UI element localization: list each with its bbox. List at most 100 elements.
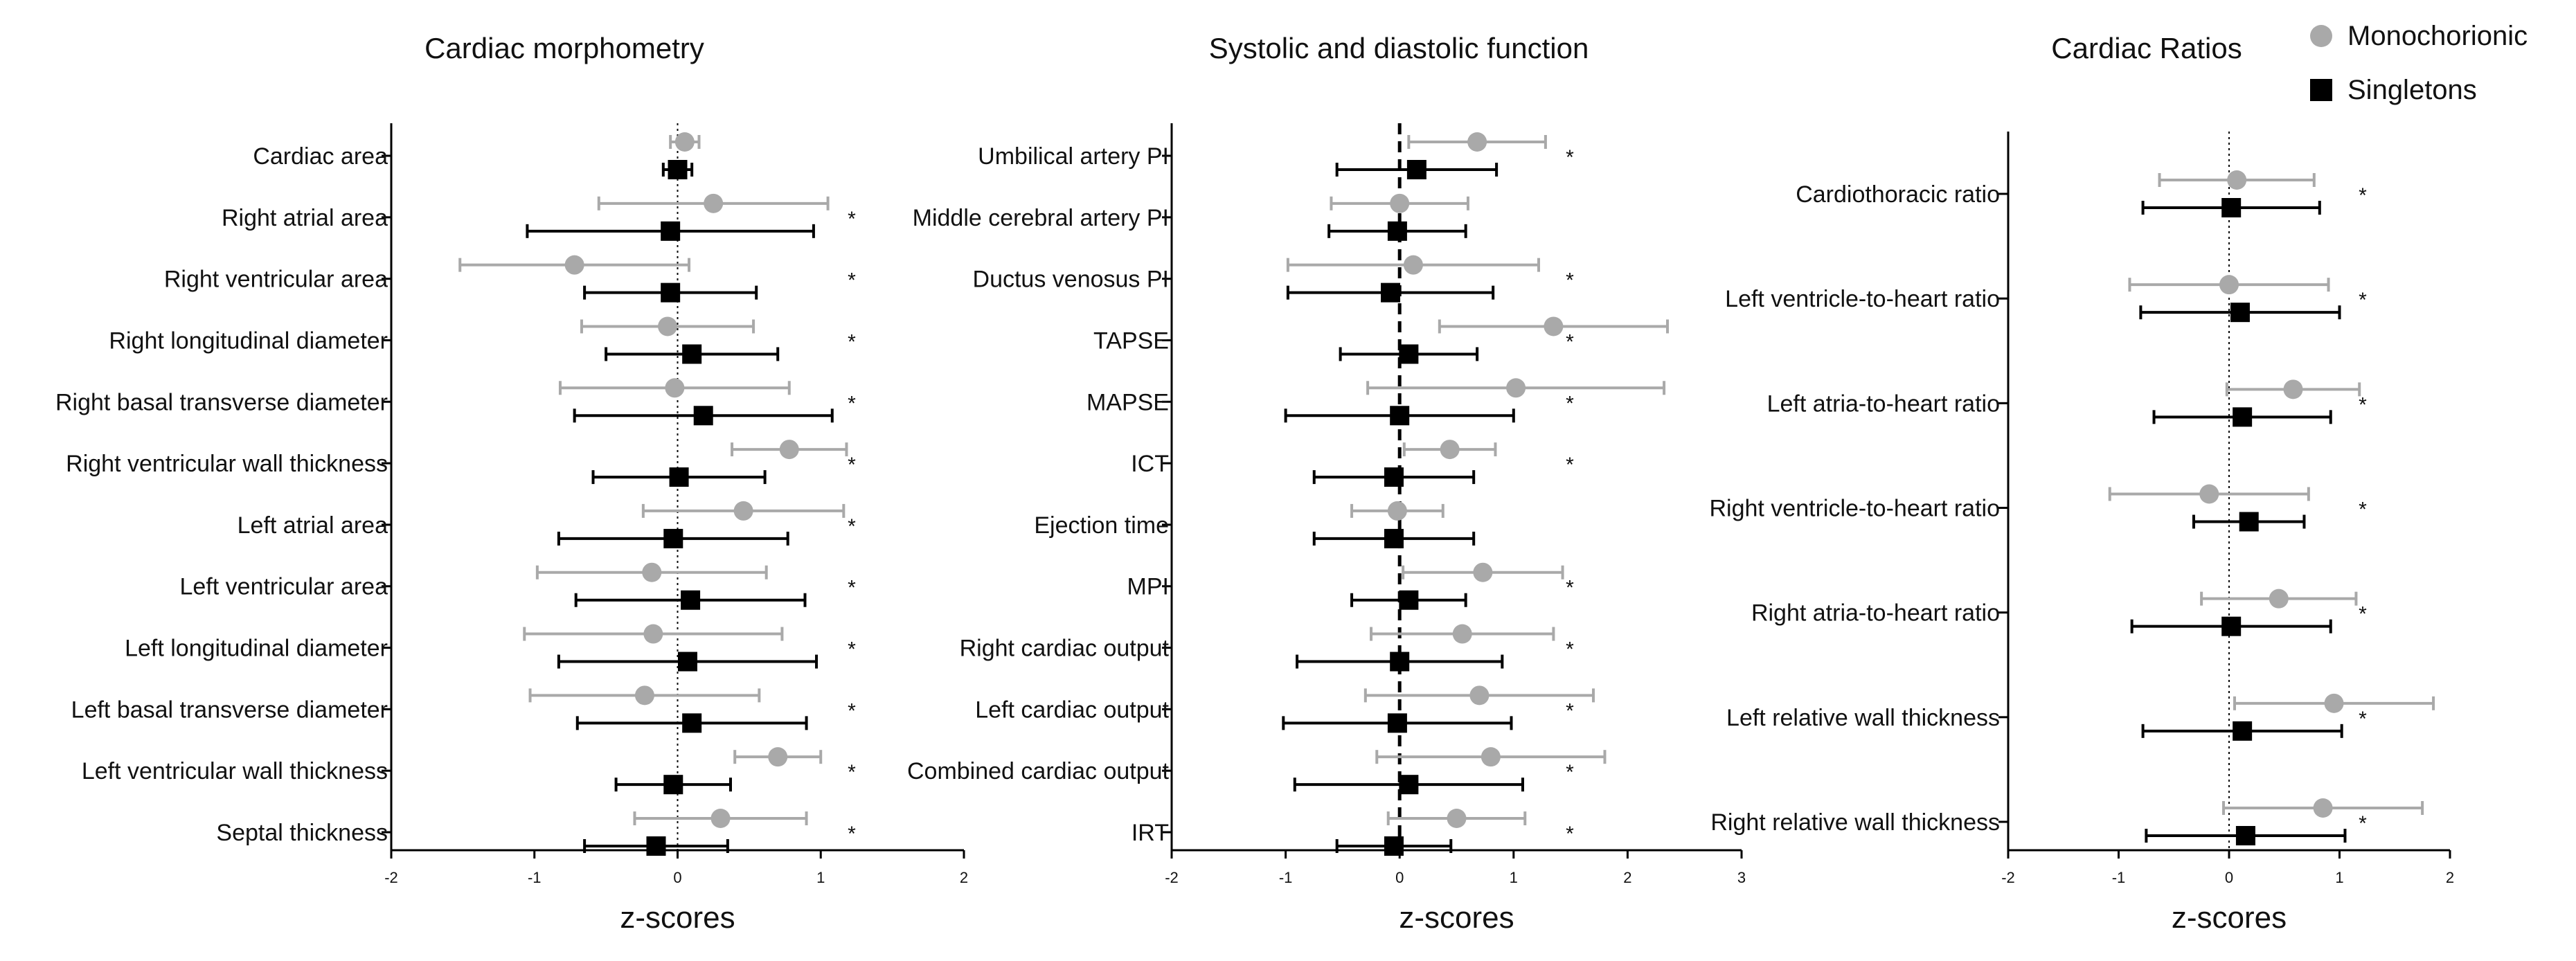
point-singletons (681, 590, 701, 610)
legend: Monochorionic Singletons (2310, 21, 2528, 105)
category-label-cardiac-area: Cardiac area (253, 143, 388, 170)
panel-cardiac-ratios: Cardiac Ratios -2 -1 0 1 2 z-scores Cardiothora… (1709, 32, 2454, 935)
point-singletons (1390, 652, 1410, 672)
category-label-left-longitudinal-diameter: Left longitudinal diameter (125, 636, 388, 662)
point-singletons (668, 160, 688, 179)
panel-cardiac-morphometry: Cardiac morphometry -2 -1 0 1 2 z-scores Cardia… (55, 32, 968, 935)
point-singletons (663, 528, 683, 548)
panel-title: Cardiac morphometry (424, 32, 704, 64)
x-axis-label: z-scores (620, 901, 735, 935)
point-monochorionic (768, 747, 788, 767)
category-label-left-basal-transverse-diameter: Left basal transverse diameter (71, 697, 388, 723)
point-monochorionic (1481, 747, 1501, 767)
point-monochorionic (2283, 379, 2303, 399)
x-tick-label: -1 (1279, 869, 1293, 886)
point-singletons (677, 652, 697, 672)
category-label-left-atrial-area: Left atrial area (238, 512, 388, 539)
category-label-left-cardiac-output: Left cardiac output (975, 697, 1169, 723)
significance-star: * (1566, 146, 1574, 169)
point-singletons (1387, 221, 1407, 241)
point-singletons (1399, 775, 1419, 795)
category-label-umbilical-artery-pi: Umbilical artery PI (978, 143, 1169, 170)
point-monochorionic (1387, 501, 1407, 521)
significance-star: * (848, 392, 856, 415)
point-singletons (693, 406, 713, 426)
x-tick-label: 1 (1510, 869, 1518, 886)
x-tick-label: -1 (528, 869, 542, 886)
point-singletons (1384, 467, 1404, 487)
point-monochorionic (1440, 440, 1460, 460)
category-label-right-longitudinal-diameter: Right longitudinal diameter (109, 327, 388, 354)
significance-star: * (2359, 812, 2367, 835)
significance-star: * (1566, 699, 1574, 722)
point-monochorionic (658, 316, 678, 336)
point-monochorionic (1452, 624, 1472, 644)
point-monochorionic (1506, 378, 1526, 398)
point-monochorionic (642, 562, 662, 582)
point-monochorionic (1469, 685, 1490, 706)
category-label-ductus-venosus-pi: Ductus venosus PI (973, 267, 1169, 293)
x-tick-label: 1 (816, 869, 825, 886)
legend-square-marker (2310, 79, 2332, 101)
point-singletons (1399, 344, 1419, 364)
significance-star: * (1566, 577, 1574, 600)
point-singletons (646, 836, 666, 856)
significance-star: * (1566, 269, 1574, 292)
significance-star: * (2359, 708, 2367, 730)
category-label-septal-thickness: Septal thickness (216, 820, 388, 846)
significance-star: * (848, 515, 856, 538)
point-singletons (682, 713, 702, 733)
x-tick-label: -2 (384, 869, 398, 886)
x-tick-label: 3 (1737, 869, 1746, 886)
significance-star: * (848, 638, 856, 661)
significance-star: * (1566, 638, 1574, 661)
point-monochorionic (733, 501, 753, 521)
significance-star: * (848, 269, 856, 292)
significance-star: * (848, 208, 856, 231)
category-label-right-cardiac-output: Right cardiac output (960, 636, 1170, 662)
legend-label-singletons: Singletons (2347, 75, 2477, 105)
point-singletons (2221, 616, 2242, 636)
significance-star: * (1566, 330, 1574, 353)
point-monochorionic (2219, 275, 2239, 295)
point-singletons (2235, 826, 2255, 845)
category-label-right-atrial-area: Right atrial area (222, 205, 388, 231)
significance-star: * (848, 699, 856, 722)
point-singletons (2233, 721, 2253, 741)
point-monochorionic (2324, 693, 2344, 713)
category-label-right-ventricular-wall-thickness: Right ventricular wall thickness (66, 451, 388, 477)
point-monochorionic (643, 624, 663, 644)
point-monochorionic (2313, 798, 2333, 818)
point-singletons (1384, 836, 1404, 856)
category-label-ict: ICT (1131, 451, 1169, 477)
significance-star: * (848, 453, 856, 476)
x-axis-label: z-scores (1399, 901, 1514, 935)
x-tick-label: 0 (1395, 869, 1404, 886)
category-label-middle-cerebral-artery-pi: Middle cerebral artery PI (913, 205, 1169, 231)
point-singletons (661, 221, 681, 241)
point-monochorionic (665, 378, 685, 398)
panel-title: Cardiac Ratios (2051, 32, 2242, 64)
category-label-right-ventricular-area: Right ventricular area (164, 267, 388, 293)
significance-star: * (1566, 453, 1574, 476)
category-label-mpi: MPI (1127, 574, 1169, 600)
significance-star: * (848, 823, 856, 845)
point-singletons (1387, 713, 1407, 733)
category-label-tapse: TAPSE (1093, 327, 1169, 354)
significance-star: * (1566, 392, 1574, 415)
category-label-irt: IRT (1132, 820, 1169, 846)
significance-star: * (2359, 603, 2367, 626)
point-singletons (682, 344, 702, 364)
x-tick-label: 0 (2225, 869, 2233, 886)
significance-star: * (2359, 184, 2367, 207)
point-monochorionic (2227, 170, 2247, 190)
point-singletons (2239, 512, 2259, 532)
significance-star: * (2359, 393, 2367, 416)
point-singletons (1381, 282, 1401, 303)
point-monochorionic (674, 132, 695, 152)
point-singletons (661, 282, 681, 303)
x-tick-label: -2 (1165, 869, 1179, 886)
point-singletons (2230, 303, 2250, 323)
panel-systolic-diastolic-function: Systolic and diastolic function -2 -1 0 1 2 3 z… (907, 32, 1746, 935)
